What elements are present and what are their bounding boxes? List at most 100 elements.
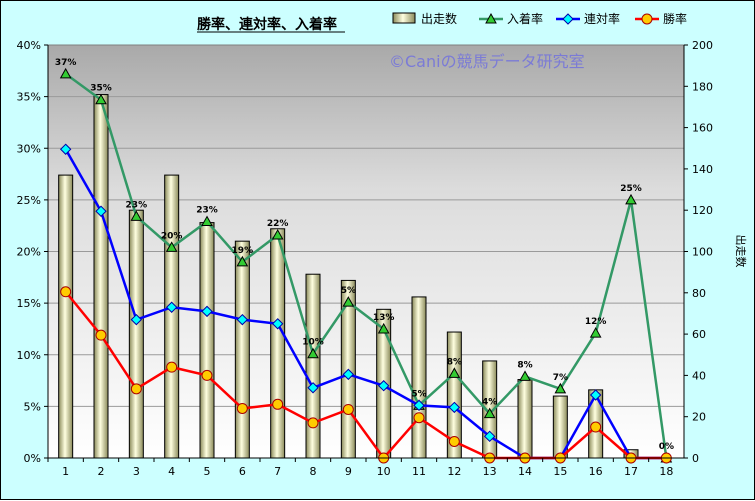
point-連対率 [59,143,72,155]
legend-label: 出走数 [421,11,457,26]
x-tick-label: 7 [274,465,281,478]
point-勝率 [95,329,107,341]
right-tick-label: 60 [692,328,706,341]
legend-swatch-marker [485,12,497,24]
right-tick-label: 0 [692,452,699,465]
bar [234,240,250,459]
right-tick-label: 40 [692,369,706,382]
point-連対率 [342,368,355,381]
legend-swatch-bars [392,12,416,24]
data-label: 8% [447,357,462,367]
legend: 出走数 入着率 連対率 勝率 [392,11,687,26]
bar [93,94,109,459]
point-入着率 [342,296,355,307]
point-連対率 [271,318,284,330]
right-tick-label: 200 [692,39,713,52]
point-連対率 [130,313,143,326]
x-tick-label: 14 [518,465,532,478]
data-label: 5% [411,389,426,399]
point-入着率 [589,327,602,338]
point-連対率 [95,205,107,217]
watermark: ©Caniの競馬データ研究室 [389,52,585,71]
point-入着率 [130,210,143,221]
x-tick-label: 1 [62,465,69,478]
point-入着率 [448,367,461,378]
right-tick-label: 180 [692,80,713,93]
x-tick-label: 4 [168,465,175,478]
point-勝率 [272,398,284,410]
right-tick-label: 20 [692,411,706,424]
x-tick-label: 12 [447,465,461,478]
point-勝率 [166,361,178,373]
point-入着率 [236,255,249,267]
left-tick-label: 20% [17,246,41,259]
data-label: 4% [482,398,497,408]
point-連対率 [236,313,249,326]
point-勝率 [342,403,354,415]
point-勝率 [60,286,72,298]
data-label: 22% [267,219,289,229]
legend-swatch-marker [562,13,574,25]
data-label: 0% [659,442,674,452]
x-tick-label: 6 [239,465,246,478]
x-tick-label: 15 [553,465,567,478]
left-tick-label: 40% [17,39,41,52]
point-勝率 [307,417,319,429]
left-tick-label: 15% [17,297,41,310]
point-入着率 [377,322,390,334]
right-tick-label: 100 [692,246,713,259]
bar [164,174,180,459]
bar [58,174,74,459]
legend-label: 連対率 [584,11,620,26]
bar [305,273,321,459]
bar [270,228,286,459]
data-label: 20% [161,231,183,241]
data-label: 25% [620,184,642,194]
right-axis-label: 出走数 [734,235,748,268]
point-連対率 [377,380,390,392]
x-tick-label: 16 [589,465,603,478]
point-勝率 [413,412,425,424]
bar [517,379,533,459]
x-tick-label: 17 [624,465,638,478]
bar [199,222,215,459]
data-label: 7% [553,373,568,383]
point-連対率 [307,382,319,394]
data-label: 10% [302,338,324,348]
right-tick-label: 120 [692,204,713,217]
point-連対率 [201,305,213,318]
data-label: 35% [90,84,112,94]
left-tick-label: 25% [17,194,41,207]
left-tick-label: 30% [17,142,41,155]
data-label: 37% [55,58,77,68]
point-勝率 [448,435,460,447]
point-入着率 [519,370,531,381]
x-tick-label: 10 [377,465,391,478]
point-勝率 [590,421,602,433]
point-勝率 [236,402,248,414]
point-連対率 [413,399,425,412]
left-tick-label: 0% [24,452,41,465]
point-入着率 [554,382,567,394]
x-tick-label: 18 [659,465,673,478]
bar [411,296,427,459]
series-line-連対率 [64,148,667,460]
x-tick-label: 9 [345,465,352,478]
series-line-入着率 [64,72,668,459]
bar [128,209,144,459]
x-tick-label: 3 [133,465,140,478]
point-勝率 [130,383,142,395]
point-入着率 [201,215,213,227]
point-入着率 [165,241,178,252]
x-tick-label: 2 [98,465,105,478]
data-label: 8% [517,360,532,370]
chart-title: 勝率、連対率、入着率 [197,16,337,33]
x-tick-label: 13 [483,465,497,478]
left-tick-label: 5% [24,400,41,413]
point-入着率 [625,193,637,205]
x-tick-label: 5 [204,465,211,478]
point-連対率 [483,430,496,443]
point-勝率 [201,369,213,381]
